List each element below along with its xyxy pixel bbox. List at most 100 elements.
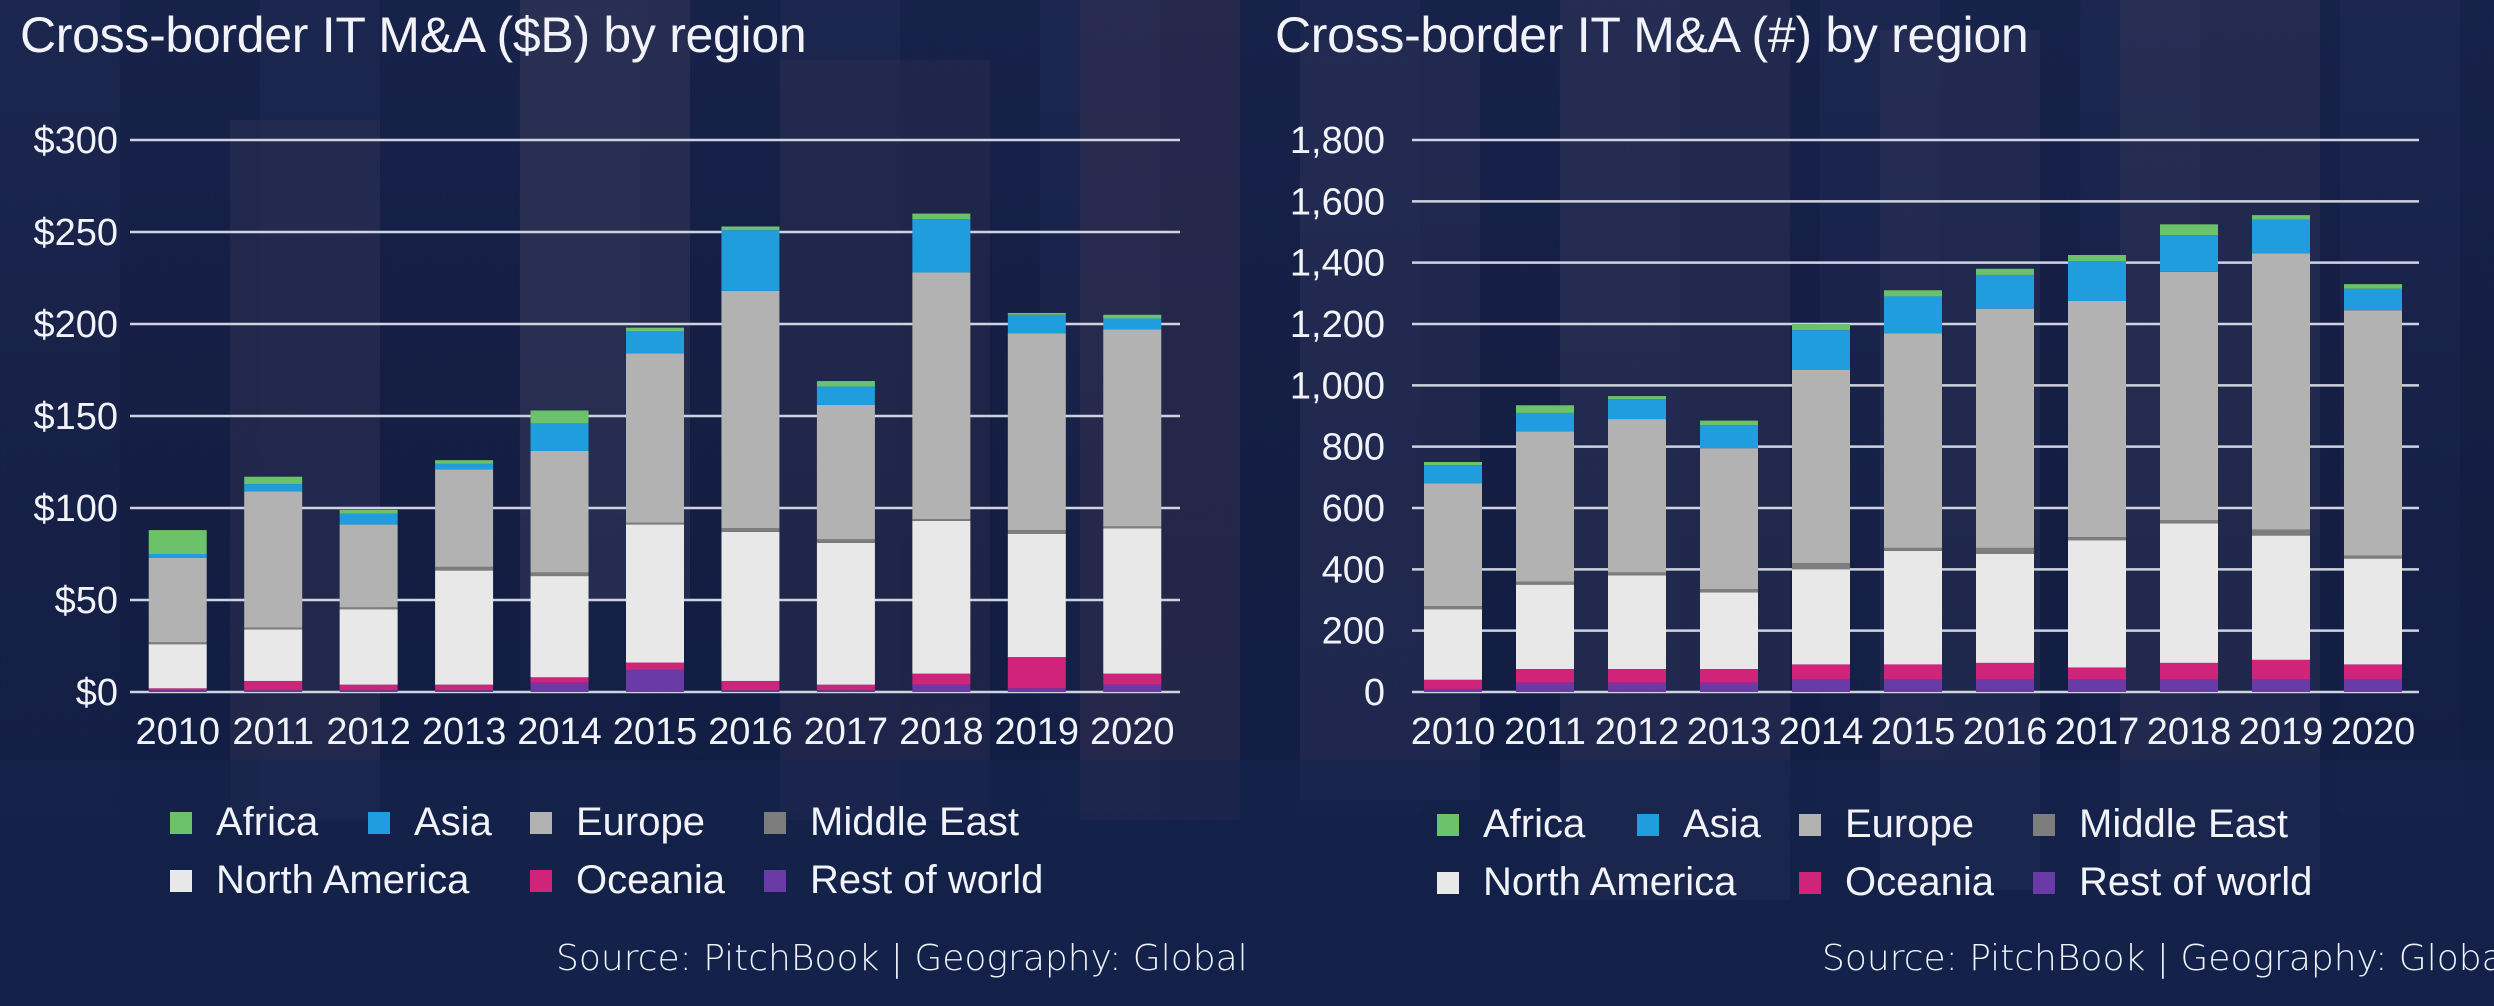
bar-segment [1608,669,1666,683]
legend-swatch-oceania [530,869,552,892]
bar-segment [339,609,398,685]
bar-segment [1103,318,1162,330]
legend-label-north-america: North America [216,858,470,902]
bar-segment [2252,219,2310,254]
bar-segment [339,524,398,608]
bar-segment [1103,314,1162,319]
legend-swatch-asia [1637,813,1659,836]
bar-segment [1608,575,1666,669]
legend-label-rest-of-world: Rest of world [810,858,1044,902]
y-tick-label: 1,200 [1290,304,1385,346]
bar-segment [1103,684,1162,692]
count-stacked-bar-chart: 0 200 400 600 800 1,000 1,200 1,400 1,600 1,800 20… [1290,120,2419,753]
bar-segment [1007,312,1066,315]
bar-segment [2160,520,2218,524]
bar-segment [721,531,780,681]
x-tick-label: 2020 [2331,711,2416,753]
legend-item-oceania: Oceania [530,858,725,903]
bar-segment [244,627,303,630]
bar-segment [721,680,780,691]
bar-segment [435,566,494,571]
bar-segment [244,484,303,492]
bar-segment [148,644,207,689]
bar-segment [1884,664,1942,680]
bar-segment [148,690,207,692]
bar-segment [1608,682,1666,692]
x-tick-label: 2018 [899,711,984,753]
x-tick-label: 2012 [326,711,411,753]
bar-segment [1884,333,1942,548]
x-tick-label: 2018 [2147,711,2232,753]
bar-segment [721,690,780,692]
bar-segment [2344,679,2402,692]
bar-segment [2068,679,2126,692]
legend-swatch-europe [530,811,552,834]
bar-segment [1884,547,1942,551]
bar-segment [2068,667,2126,680]
bar-segment [912,519,971,521]
bar-segment [148,688,207,691]
bar-segment [148,530,207,554]
bar-segment [2344,310,2402,556]
x-tick-label: 2014 [517,711,602,753]
bar-segment [2344,284,2402,289]
bar-segment [2160,235,2218,272]
bar-segment [626,353,684,523]
legend-label-middle-east: Middle East [810,800,1019,844]
bar-segment [1884,550,1942,665]
legend-label-oceania: Oceania [576,858,725,902]
legend-swatch-asia [368,811,390,834]
bar-segment [721,290,780,529]
x-tick-label: 2015 [613,711,698,753]
bar-segment [1608,572,1666,576]
bar-segment [2344,558,2402,665]
bar-segment [1792,569,1850,665]
bar-segment [626,524,684,663]
bar-segment [626,662,684,670]
bar-segment [2068,301,2126,538]
count-chart-title: Cross-border IT M&A (#) by region [1275,7,2029,63]
bar-segment [1007,314,1066,334]
bar-segment [912,520,971,674]
x-tick-label: 2017 [804,711,889,753]
bar-segment [1103,526,1162,529]
bar-segment [2252,679,2310,692]
bar-segment [1884,679,1942,692]
x-tick-label: 2010 [1411,711,1496,753]
bar-segment [1792,330,1850,370]
x-tick-label: 2013 [422,711,507,753]
bar-segment [339,690,398,692]
bar-segment [1103,528,1162,674]
bar-segment [2160,662,2218,680]
y-tick-label: $200 [33,304,118,346]
bar-segment [435,469,494,567]
legend-item-north-america: North America [170,858,469,903]
bar-segment [626,522,684,525]
bar-segment [1103,673,1162,685]
legend-item-rest-of-world: Rest of world [764,858,1043,903]
legend-item-north-america: North America [1437,860,1736,905]
legend-item-middle-east: Middle East [764,800,1019,845]
bar-segment [2160,271,2218,521]
bar-segment [1424,688,1482,692]
bar-segment [1424,465,1482,484]
y-tick-label: $250 [33,212,118,254]
bar-segment [816,404,875,540]
legend-label-rest-of-world: Rest of world [2079,860,2313,904]
bar-segment [244,629,303,681]
bar-segment [530,450,589,573]
bar-segment [435,690,494,692]
legend-item-africa: Africa [170,800,318,845]
bar-segment [1976,554,2034,663]
bar-segment [2068,537,2126,541]
x-tick-label: 2016 [708,711,793,753]
value-stacked-bar-chart: $0 $50 $100 $150 $200 $250 $300 2010 2011 2012 201… [33,120,1180,753]
bar-segment [339,509,398,514]
bar-segment [2344,288,2402,311]
bar-segment [1516,584,1574,669]
bar-segment [339,684,398,691]
bar-segment [1700,420,1758,426]
y-tick-label: 1,400 [1290,243,1385,285]
bar-segment [1976,268,2034,275]
bar-segment [1424,483,1482,607]
